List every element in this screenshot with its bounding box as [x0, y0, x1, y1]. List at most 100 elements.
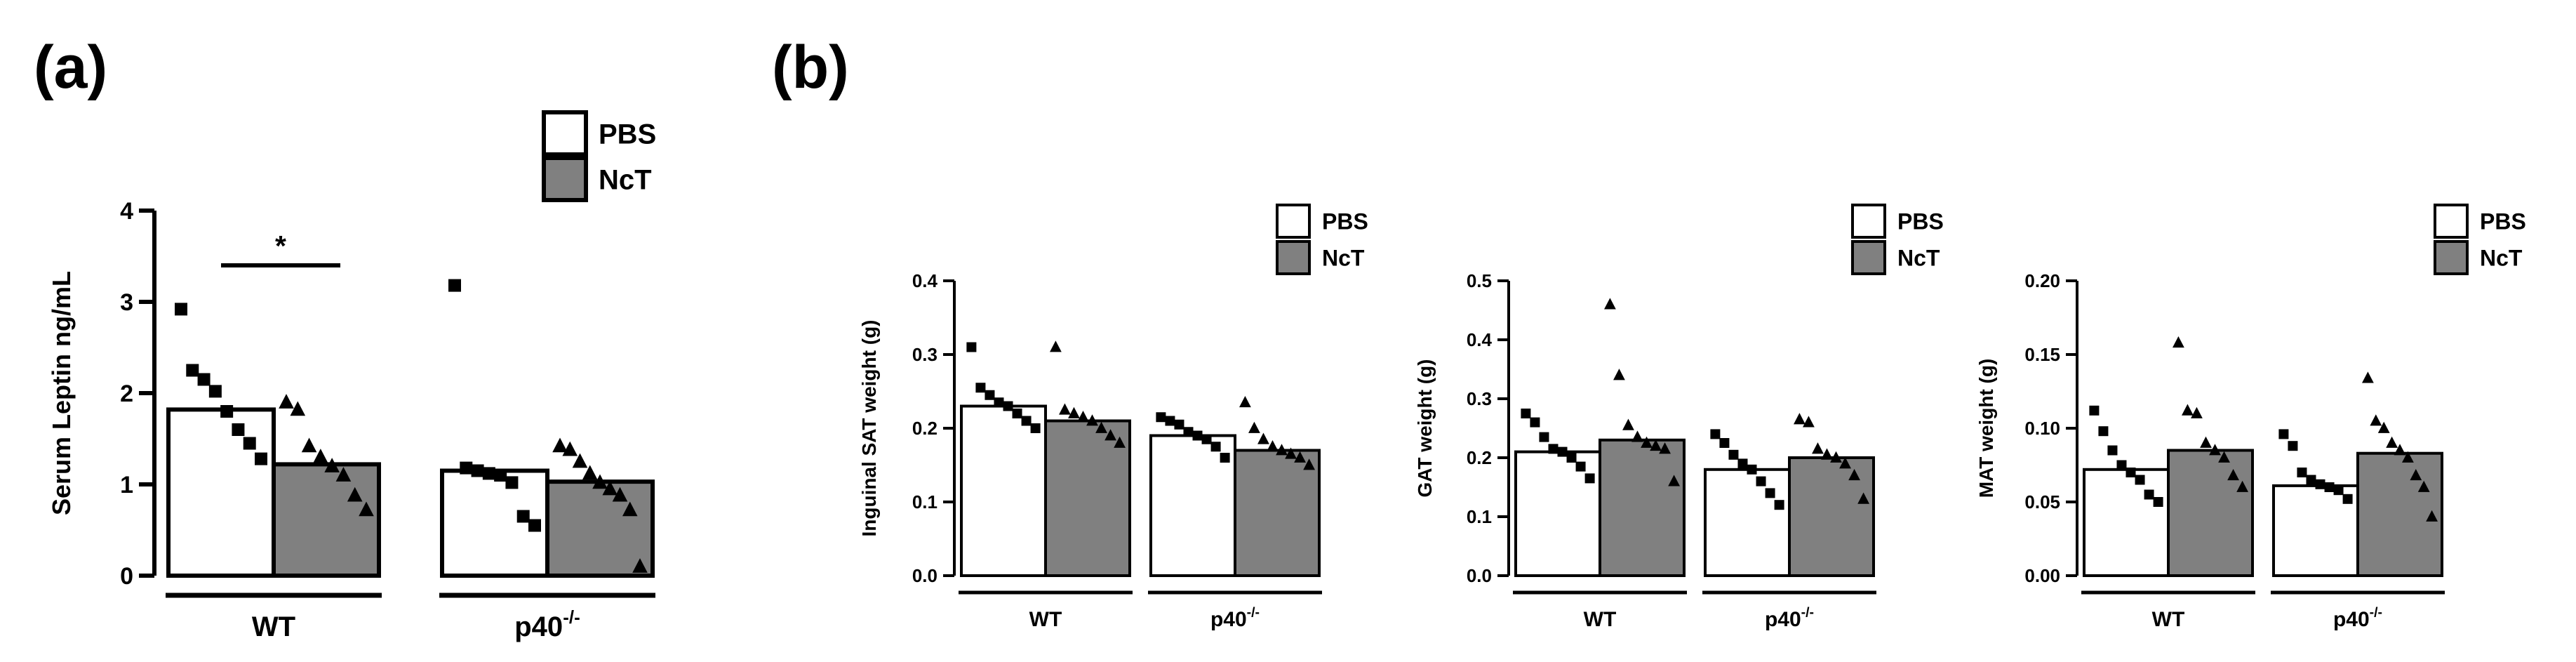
data-point-square	[1584, 473, 1595, 484]
data-point-square	[1156, 412, 1166, 423]
data-point-square	[1220, 453, 1230, 463]
legend-swatch-nct	[1851, 240, 1886, 275]
data-point-triangle	[1294, 451, 1306, 463]
data-point-triangle	[582, 465, 598, 480]
chart-mat: 0.00 0.05 0.10 0.15 0.20 MAT weight (g) WT p40-…	[1975, 204, 2526, 631]
data-point-triangle	[1285, 447, 1297, 459]
legend-swatch-nct	[1276, 240, 1311, 275]
y-tick-label: 0.2	[912, 418, 937, 439]
group-label-superscript: -/-	[2370, 605, 2382, 621]
data-point-square	[2089, 405, 2100, 416]
data-point-square	[1183, 427, 1194, 437]
bar-nct-p40	[1788, 456, 1875, 577]
bar-nct-wt	[272, 462, 381, 578]
data-point-square	[516, 510, 530, 523]
data-point-square	[1710, 429, 1721, 439]
data-point-triangle	[1086, 414, 1098, 426]
y-tick-label: 0.0	[912, 565, 937, 586]
data-point-triangle	[359, 501, 374, 517]
data-point-triangle	[1239, 396, 1251, 408]
data-point-triangle	[1095, 421, 1107, 433]
data-point-square	[1192, 430, 1203, 441]
data-point-square	[2107, 445, 2118, 456]
data-point-square	[1210, 442, 1221, 452]
data-point-triangle	[347, 486, 363, 502]
data-point-triangle	[279, 394, 294, 409]
data-point-square	[1174, 419, 1184, 430]
group-label-superscript: -/-	[1801, 605, 1814, 621]
y-tick-label: 0	[120, 563, 133, 590]
data-point-triangle	[2200, 436, 2212, 448]
data-point-triangle	[2236, 480, 2248, 492]
data-point-square	[1021, 416, 1032, 426]
data-point-square	[2116, 460, 2127, 470]
legend-swatch-nct	[542, 156, 588, 202]
data-point-square	[1201, 434, 1212, 444]
data-point-square	[985, 390, 995, 400]
data-point-triangle	[2417, 480, 2430, 492]
data-point-square	[1012, 409, 1022, 418]
data-point-square	[1756, 476, 1766, 486]
y-tick-label: 0.20	[2024, 270, 2060, 291]
data-point-square	[1557, 446, 1568, 457]
data-point-triangle	[1050, 340, 1062, 352]
data-point-square	[505, 476, 519, 489]
data-point-triangle	[1821, 448, 1833, 460]
data-point-triangle	[1267, 440, 1279, 452]
data-point-triangle	[2394, 444, 2406, 456]
data-point-square	[220, 405, 234, 418]
data-point-triangle	[1650, 439, 1662, 451]
data-point-triangle	[2377, 421, 2390, 433]
data-point-square	[2144, 489, 2154, 500]
y-axis-title: MAT weight (g)	[1975, 359, 1997, 498]
group-label: WT	[1584, 608, 1617, 631]
legend-swatch-pbs	[2434, 204, 2469, 239]
group-label: WT	[1029, 608, 1062, 631]
y-tick-label: 0.0	[1467, 565, 1492, 586]
data-point-square	[1728, 449, 1739, 460]
legend-swatch-pbs	[1276, 204, 1311, 239]
bar-pbs-p40	[1704, 468, 1791, 577]
y-tick-label: 1	[120, 472, 133, 498]
data-point-triangle	[1105, 429, 1116, 441]
group-label-base: WT	[1584, 608, 1617, 631]
data-point-triangle	[1604, 298, 1616, 310]
legend-label-nct: NcT	[1897, 246, 1940, 271]
data-point-square	[966, 342, 977, 352]
y-tick-label: 0.05	[2024, 491, 2060, 512]
data-point-square	[2135, 475, 2145, 485]
legend-label-pbs: PBS	[599, 119, 656, 150]
bar-pbs-wt	[166, 407, 276, 578]
y-tick-label: 0.3	[1467, 388, 1492, 409]
group-label-base: p40	[2333, 608, 2370, 631]
group-label: p40-/-	[514, 607, 580, 642]
y-tick-label: 0.2	[1467, 447, 1492, 468]
data-point-square	[2278, 429, 2289, 439]
data-point-triangle	[2227, 468, 2239, 481]
data-point-square	[243, 437, 256, 450]
data-point-triangle	[1303, 458, 1315, 470]
data-point-triangle	[632, 558, 648, 573]
data-point-square	[471, 464, 484, 477]
y-tick-label: 0.10	[2024, 418, 2060, 439]
group-label-base: WT	[1029, 608, 1062, 631]
group-label-superscript: -/-	[563, 607, 580, 628]
bar-nct-wt	[1599, 438, 1686, 577]
data-point-square	[2324, 482, 2335, 492]
group-label-base: WT	[2152, 608, 2185, 631]
legend-label-nct: NcT	[2480, 246, 2523, 271]
data-point-triangle	[1794, 413, 1806, 425]
data-point-triangle	[592, 474, 608, 489]
y-tick-label: 0.00	[2024, 565, 2060, 586]
data-point-square	[1548, 444, 1559, 454]
data-point-square	[2125, 468, 2136, 477]
chart-inguinal_sat: 0.0 0.1 0.2 0.3 0.4 Inguinal SAT weight (g) WT…	[858, 204, 1368, 631]
data-point-square	[197, 373, 211, 386]
group-label: WT	[2152, 608, 2185, 631]
data-point-triangle	[2173, 336, 2184, 348]
y-axis-title: Inguinal SAT weight (g)	[858, 320, 880, 537]
data-point-triangle	[1068, 406, 1080, 418]
y-tick-label: 0.4	[912, 270, 938, 291]
data-point-triangle	[2410, 468, 2422, 481]
